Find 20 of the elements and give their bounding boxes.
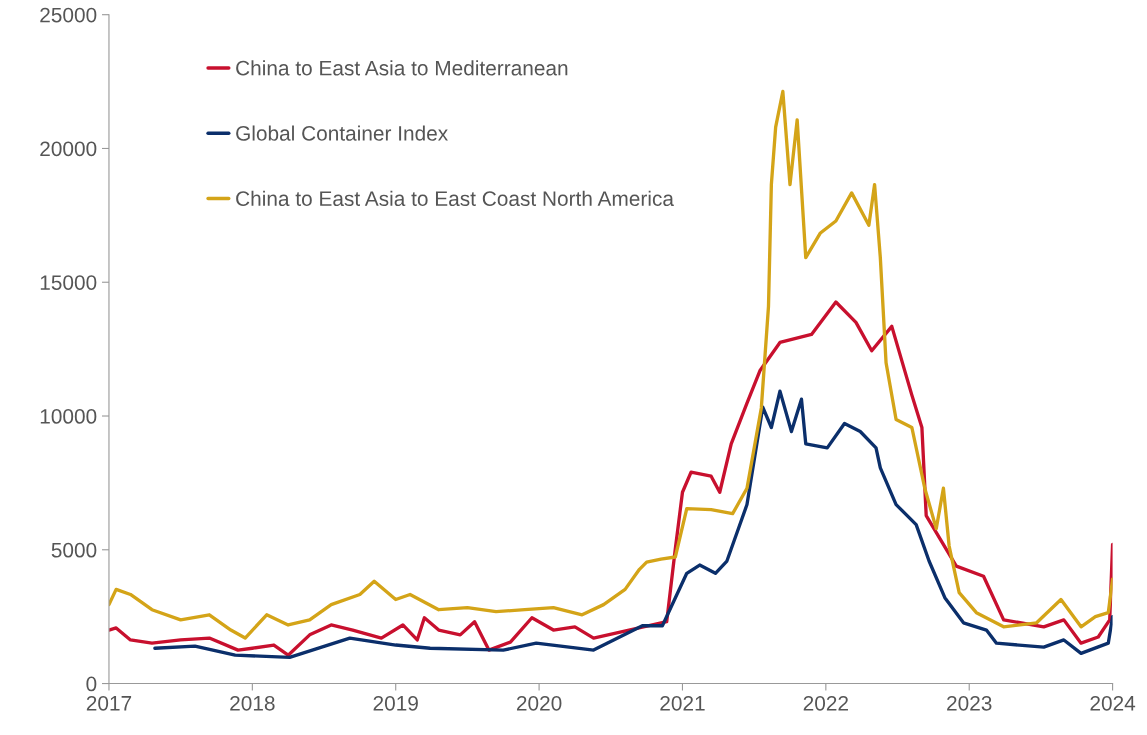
x-tick-label: 2019 [373,695,418,711]
y-tick-label: 5000 [51,542,97,558]
y-tick-label: 25000 [40,7,97,23]
legend-label: Global Container Index [236,125,448,141]
x-tick-label: 2023 [947,695,992,711]
line-series [108,89,1113,640]
y-tick-label: 20000 [40,141,97,157]
legend-label: China to East Asia to Mediterranean [236,60,568,76]
x-tick-label: 2018 [230,695,275,711]
x-tick-label: 2020 [516,695,562,711]
x-tick-label: 2024 [1090,695,1136,711]
x-tick-label: 2017 [86,695,132,711]
x-tick-label: 2021 [660,695,705,711]
line-series [108,300,1113,657]
legend-label: China to East Asia to East Coast North America [236,190,674,207]
x-tick-label: 2022 [803,695,848,711]
y-tick-label: 15000 [40,275,97,290]
y-tick-label: 10000 [40,409,97,424]
y-tick-label: 0 [86,676,97,692]
line-series [153,389,1113,659]
